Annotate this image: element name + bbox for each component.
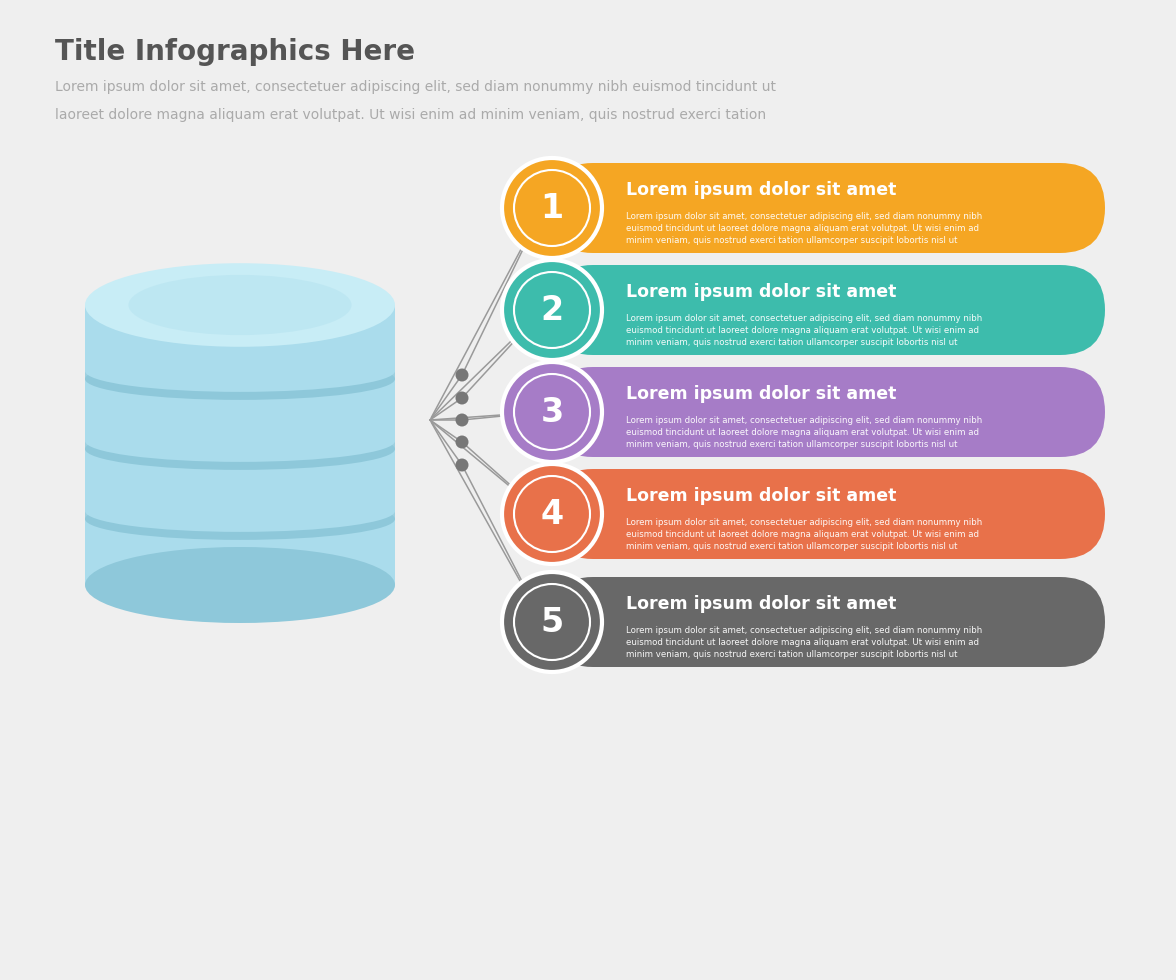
FancyBboxPatch shape: [548, 163, 1105, 253]
Ellipse shape: [128, 275, 352, 335]
FancyBboxPatch shape: [548, 367, 1105, 457]
Text: Lorem ipsum dolor sit amet, consectetuer adipiscing elit, sed diam nonummy nibh : Lorem ipsum dolor sit amet, consectetuer…: [55, 80, 776, 94]
Circle shape: [502, 158, 602, 258]
Text: Lorem ipsum dolor sit amet: Lorem ipsum dolor sit amet: [626, 181, 896, 199]
Ellipse shape: [85, 350, 395, 392]
Ellipse shape: [85, 420, 395, 462]
FancyBboxPatch shape: [548, 577, 1105, 667]
Text: 4: 4: [541, 498, 563, 530]
Circle shape: [455, 459, 468, 471]
Ellipse shape: [85, 498, 395, 540]
Text: Lorem ipsum dolor sit amet: Lorem ipsum dolor sit amet: [626, 385, 896, 403]
Text: 2: 2: [541, 293, 563, 326]
Text: 1: 1: [541, 191, 563, 224]
Circle shape: [502, 464, 602, 564]
Ellipse shape: [85, 264, 395, 347]
Circle shape: [455, 391, 468, 405]
Ellipse shape: [85, 428, 395, 469]
FancyBboxPatch shape: [85, 510, 395, 520]
Text: Lorem ipsum dolor sit amet: Lorem ipsum dolor sit amet: [626, 487, 896, 505]
Text: Lorem ipsum dolor sit amet, consectetuer adipiscing elit, sed diam nonummy nibh
: Lorem ipsum dolor sit amet, consectetuer…: [626, 212, 982, 245]
Text: Lorem ipsum dolor sit amet, consectetuer adipiscing elit, sed diam nonummy nibh
: Lorem ipsum dolor sit amet, consectetuer…: [626, 518, 982, 552]
Circle shape: [455, 414, 468, 426]
FancyBboxPatch shape: [548, 469, 1105, 559]
Text: Lorem ipsum dolor sit amet, consectetuer adipiscing elit, sed diam nonummy nibh
: Lorem ipsum dolor sit amet, consectetuer…: [626, 416, 982, 449]
FancyBboxPatch shape: [85, 440, 395, 450]
Circle shape: [502, 362, 602, 462]
Text: 5: 5: [541, 606, 563, 639]
Ellipse shape: [85, 490, 395, 532]
Ellipse shape: [85, 358, 395, 400]
FancyBboxPatch shape: [85, 305, 395, 585]
Text: Lorem ipsum dolor sit amet, consectetuer adipiscing elit, sed diam nonummy nibh
: Lorem ipsum dolor sit amet, consectetuer…: [626, 626, 982, 660]
FancyBboxPatch shape: [85, 370, 395, 380]
Text: Lorem ipsum dolor sit amet, consectetuer adipiscing elit, sed diam nonummy nibh
: Lorem ipsum dolor sit amet, consectetuer…: [626, 314, 982, 347]
Text: Lorem ipsum dolor sit amet: Lorem ipsum dolor sit amet: [626, 283, 896, 301]
Circle shape: [502, 572, 602, 672]
Text: laoreet dolore magna aliquam erat volutpat. Ut wisi enim ad minim veniam, quis n: laoreet dolore magna aliquam erat volutp…: [55, 108, 766, 122]
Text: Lorem ipsum dolor sit amet: Lorem ipsum dolor sit amet: [626, 595, 896, 613]
Circle shape: [455, 368, 468, 381]
Text: 3: 3: [541, 396, 563, 428]
Circle shape: [455, 435, 468, 449]
Ellipse shape: [85, 547, 395, 623]
Circle shape: [502, 260, 602, 360]
FancyBboxPatch shape: [548, 265, 1105, 355]
Text: Title Infographics Here: Title Infographics Here: [55, 38, 415, 66]
Ellipse shape: [128, 586, 376, 604]
